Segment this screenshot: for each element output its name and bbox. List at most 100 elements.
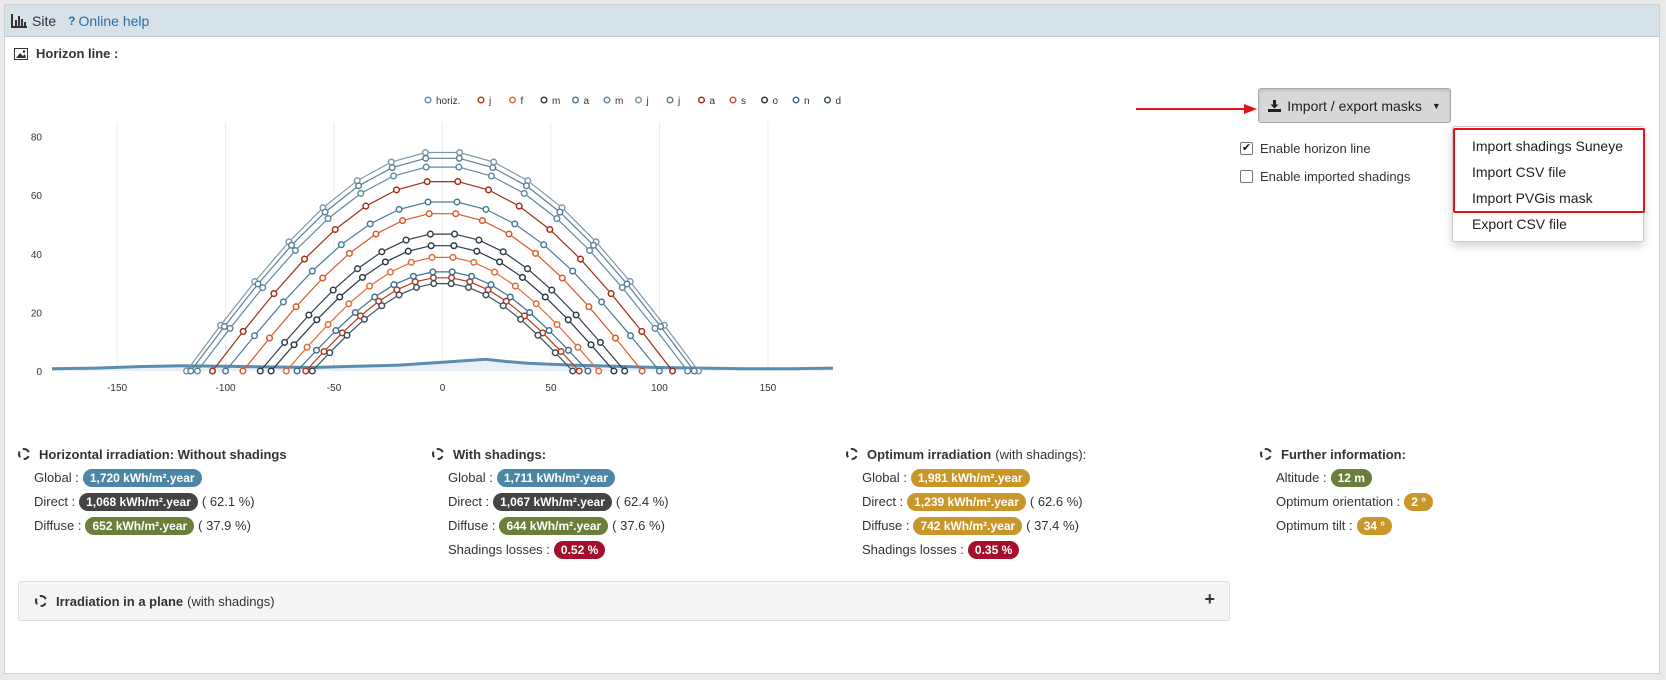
data-point: [337, 241, 345, 249]
stat-label: Global :: [862, 470, 907, 485]
accordion-title-bold: Irradiation in a plane: [56, 593, 184, 609]
data-point: [575, 367, 583, 375]
stat-title: Further information:: [1260, 446, 1433, 462]
x-tick-label: 50: [545, 383, 557, 394]
data-point: [319, 274, 327, 282]
data-point: [378, 302, 386, 310]
download-icon: [1268, 99, 1282, 112]
data-point: [511, 282, 519, 290]
legend-label: a: [584, 96, 590, 107]
x-tick-label: -150: [107, 383, 127, 394]
series-line-m: [196, 166, 689, 372]
import-export-masks-button[interactable]: Import / export masks ▼: [1258, 88, 1451, 123]
enable-imported-shadings-label: Enable imported shadings: [1260, 168, 1411, 184]
menu-item-import-csv-file[interactable]: Import CSV file: [1472, 164, 1567, 180]
data-point: [574, 343, 582, 351]
data-point: [270, 290, 278, 298]
data-point: [409, 272, 417, 280]
menu-item-import-pvgis-mask[interactable]: Import PVGis mask: [1472, 190, 1593, 206]
data-point: [449, 253, 457, 261]
data-point: [388, 164, 396, 172]
data-point: [526, 308, 534, 317]
plus-icon[interactable]: +: [1204, 589, 1215, 609]
enable-horizon-line-checkbox[interactable]: ✔: [1240, 141, 1253, 155]
stat-label: Direct :: [448, 494, 490, 509]
stat-value-badge: 0.52 %: [553, 540, 606, 559]
stat-title-extra: (with shadings):: [995, 446, 1087, 462]
data-point: [399, 217, 407, 225]
data-point: [279, 298, 287, 306]
stat-value-badge: 652 kWh/m².year: [85, 516, 195, 535]
data-point: [324, 320, 332, 329]
gear-icon: [18, 448, 30, 460]
data-point: [407, 258, 415, 266]
online-help-label: Online help: [78, 12, 150, 29]
online-help-link[interactable]: ? Online help: [68, 13, 149, 29]
data-point: [332, 326, 340, 335]
data-point: [456, 148, 464, 157]
stat-value-badge: 34 °: [1356, 516, 1393, 535]
y-tick-label: 20: [31, 308, 43, 319]
data-point: [282, 367, 290, 375]
stats-horizontal-without-shadings: Horizontal irradiation: Without shadings…: [18, 446, 287, 535]
data-point: [292, 303, 300, 311]
data-point: [482, 205, 490, 213]
import-export-dropdown-menu: Import shadings Suneye Import CSV file I…: [1452, 126, 1644, 242]
menu-item-export-csv-file[interactable]: Export CSV file: [1472, 216, 1567, 232]
data-point: [545, 326, 553, 335]
data-point: [353, 265, 362, 273]
data-point: [290, 341, 298, 349]
data-point: [489, 164, 497, 172]
data-point: [626, 332, 635, 340]
data-point: [254, 280, 262, 288]
data-point: [586, 246, 594, 255]
data-point: [541, 293, 549, 301]
data-point: [505, 230, 513, 238]
data-point: [595, 367, 603, 375]
stat-percent: ( 37.6 %): [612, 518, 665, 533]
data-point: [452, 210, 460, 218]
data-point: [668, 367, 677, 375]
legend-marker: [729, 96, 737, 104]
data-point: [193, 367, 201, 375]
irradiation-in-plane-accordion[interactable]: Irradiation in a plane (with shadings) +: [18, 581, 1230, 621]
data-point: [360, 315, 368, 323]
data-point: [390, 281, 398, 289]
data-point: [300, 255, 309, 263]
x-tick-label: -100: [216, 383, 236, 394]
data-point: [366, 282, 374, 290]
data-point: [455, 154, 463, 162]
data-point: [478, 217, 486, 225]
stat-row-direct: Direct :1,067 kWh/m².year( 62.4 %): [448, 492, 669, 511]
data-point: [491, 268, 499, 276]
data-point: [265, 334, 274, 342]
enable-horizon-line-row[interactable]: ✔ Enable horizon line: [1240, 134, 1410, 162]
data-point: [475, 236, 483, 244]
stat-value-badge: 1,068 kWh/m².year: [79, 492, 198, 511]
gear-icon: [846, 448, 858, 460]
data-point: [386, 268, 394, 276]
data-point: [454, 178, 462, 186]
stat-percent: ( 62.4 %): [615, 494, 669, 509]
stat-row-direct: Direct :1,239 kWh/m².year( 62.6 %): [862, 492, 1086, 511]
stat-label: Shadings losses :: [862, 542, 964, 557]
enable-imported-shadings-checkbox[interactable]: [1240, 169, 1253, 183]
data-point: [336, 293, 344, 301]
data-point: [482, 291, 490, 299]
stat-row-shadings-losses: Shadings losses :0.35 %: [862, 540, 1086, 559]
stat-row-optimum-tilt: Optimum tilt :34 °: [1276, 516, 1433, 535]
x-tick-label: -50: [327, 383, 342, 394]
menu-item-import-shadings-suneye[interactable]: Import shadings Suneye: [1472, 138, 1623, 154]
site-tab[interactable]: Site: [11, 13, 56, 29]
data-point: [515, 202, 523, 210]
data-point: [267, 367, 275, 375]
horizon-chart-svg: -150 -100 -50 0 50 100 150 0 20 40 60 80 horiz. j f m a m…: [31, 96, 841, 394]
series-line-a: [212, 181, 673, 372]
enable-imported-shadings-row[interactable]: Enable imported shadings: [1240, 162, 1410, 190]
stat-value-badge: 1,720 kWh/m².year: [82, 468, 202, 487]
stat-label: Optimum orientation :: [1276, 494, 1401, 509]
stats-further-information: Further information: Altitude :12 m Opti…: [1260, 446, 1434, 535]
stat-title-bold: Horizontal irradiation: Without shadings: [39, 446, 287, 462]
series-line-j: [190, 157, 695, 372]
stat-title-bold: With shadings:: [453, 446, 547, 462]
